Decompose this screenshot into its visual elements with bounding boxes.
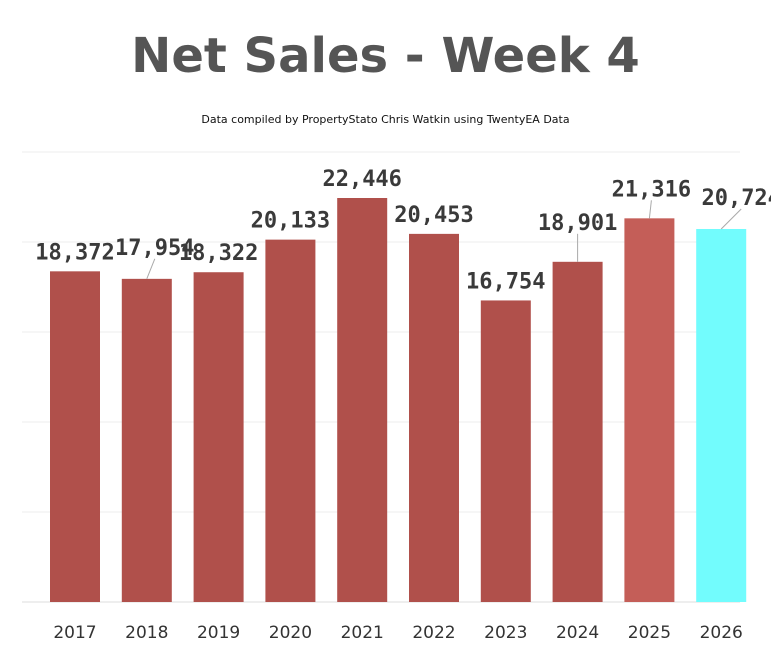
data-label-2022: 20,453 <box>394 203 473 228</box>
x-axis-ticks: 2017 2018 2019 2020 2021 2022 2023 2024 2025 2026 <box>53 623 742 643</box>
data-label-2024: 18,901 <box>538 211 617 236</box>
x-tick-2023: 2023 <box>484 623 527 643</box>
bar-2020 <box>265 239 316 603</box>
bar-2017 <box>50 271 100 602</box>
data-label-2020: 20,133 <box>251 209 330 234</box>
leader-line-2026 <box>720 208 742 230</box>
x-tick-2020: 2020 <box>269 623 312 643</box>
data-label-2023: 16,754 <box>466 269 545 294</box>
bar-2019 <box>193 272 244 602</box>
bar-2025 <box>624 218 675 602</box>
data-label-2018: 17,954 <box>115 236 194 261</box>
x-tick-2024: 2024 <box>556 623 599 643</box>
x-tick-2021: 2021 <box>341 623 384 643</box>
x-tick-2017: 2017 <box>53 623 96 643</box>
x-tick-2018: 2018 <box>125 623 168 643</box>
bar-2018 <box>121 278 172 602</box>
data-label-2025: 21,316 <box>612 177 691 202</box>
bar-2024 <box>552 261 603 602</box>
x-tick-2022: 2022 <box>412 623 455 643</box>
bar-2026 <box>696 228 747 603</box>
data-label-2021: 22,446 <box>322 167 401 192</box>
chart-subtitle: Data compiled by PropertyStato Chris Wat… <box>201 113 570 126</box>
chart-title: Net Sales - Week 4 <box>131 28 640 84</box>
data-label-2017: 18,372 <box>35 240 114 265</box>
bar-2023 <box>480 300 531 602</box>
bars <box>50 198 747 603</box>
leader-line-2025 <box>648 200 652 219</box>
data-label-2026: 20,724 <box>701 186 771 211</box>
x-tick-2019: 2019 <box>197 623 240 643</box>
bar-2021 <box>337 198 388 602</box>
x-tick-2026: 2026 <box>700 623 743 643</box>
data-label-2019: 18,322 <box>179 241 258 266</box>
x-tick-2025: 2025 <box>628 623 671 643</box>
bar-2022 <box>409 233 459 602</box>
leader-line-2018 <box>146 258 156 280</box>
